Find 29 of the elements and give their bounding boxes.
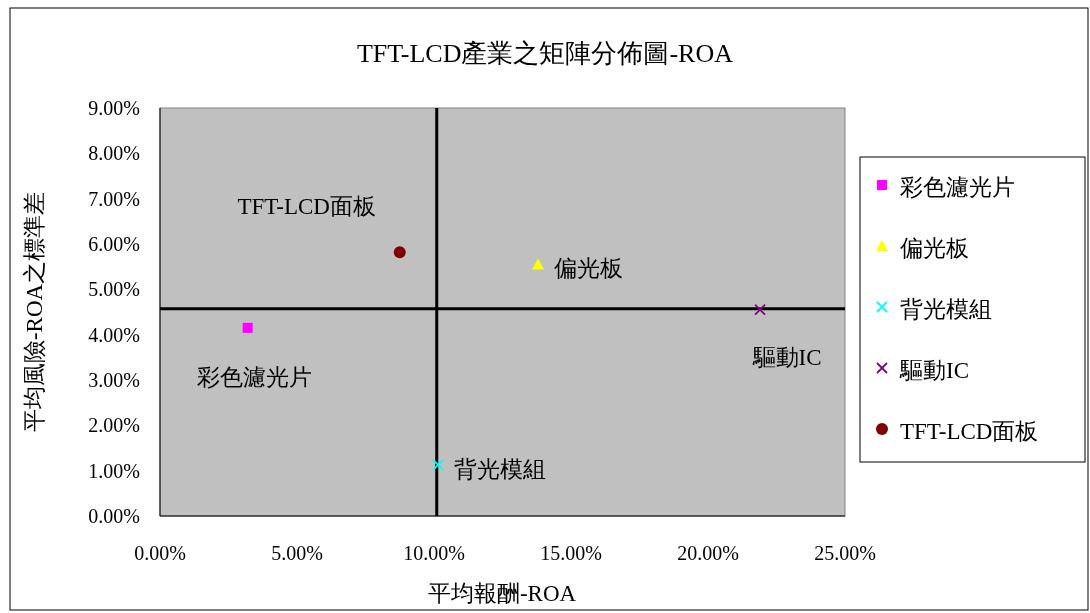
x-tick-label: 15.00% — [540, 542, 602, 564]
y-tick-label: 2.00% — [88, 414, 140, 437]
y-tick-label: 0.00% — [88, 505, 140, 527]
annotation: 背光模組 — [454, 456, 547, 482]
x-tick-label: 20.00% — [677, 542, 739, 564]
y-tick-label: 9.00% — [88, 97, 140, 119]
y-tick-label: 6.00% — [88, 233, 140, 255]
annotation: 偏光板 — [554, 256, 624, 282]
title: TFT-LCD產業之矩陣分佈圖-ROA — [356, 39, 734, 68]
x-tick-label: 25.00% — [814, 542, 876, 564]
xlabel: 平均報酬-ROA — [427, 581, 577, 606]
x-tick-label: 0.00% — [134, 542, 186, 564]
y-tick-label: 3.00% — [88, 369, 140, 391]
y-tick-label: 4.00% — [88, 323, 140, 346]
y-tick-label: 7.00% — [88, 187, 140, 210]
x-tick-label: 5.00% — [271, 542, 323, 564]
legend-label: 背光模組 — [900, 297, 992, 322]
y-tick-label: 5.00% — [88, 278, 140, 301]
x-tick-label: 10.00% — [403, 542, 465, 564]
legend-label: 驅動IC — [899, 358, 969, 383]
annotation: 彩色濾光片 — [197, 364, 313, 390]
annotation: TFT-LCD面板 — [237, 194, 376, 220]
annotation: 驅動IC — [752, 344, 822, 370]
ylabel: 平均風險-ROA之標準差 — [22, 191, 47, 433]
legend-label: 彩色濾光片 — [900, 175, 1015, 200]
legend-label: 偏光板 — [900, 236, 969, 261]
legend-label: TFT-LCD面板 — [900, 419, 1039, 444]
y-tick-label: 8.00% — [88, 142, 140, 165]
y-tick-label: 1.00% — [88, 459, 140, 482]
